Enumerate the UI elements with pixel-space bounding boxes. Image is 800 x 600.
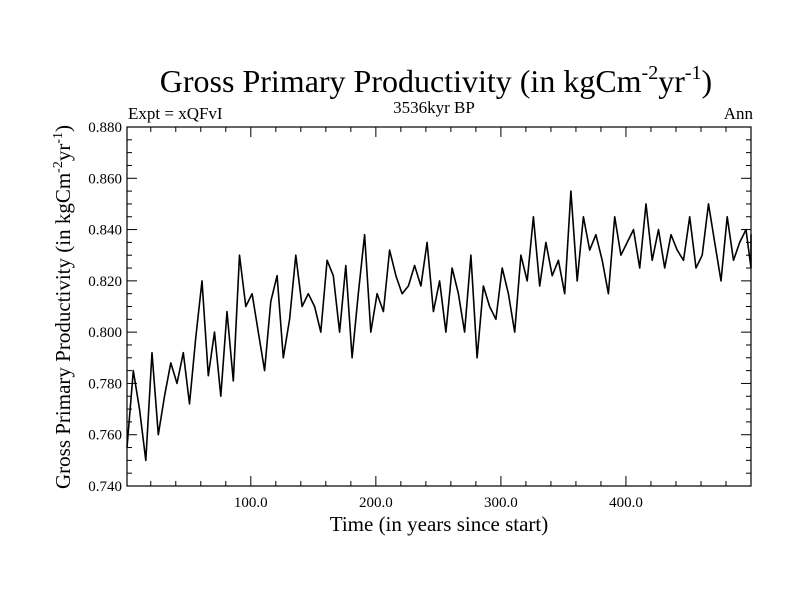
y-tick-labels: 0.740 0.760 0.780 0.800 0.820 0.840 0.860 0.880 xyxy=(88,120,122,495)
x-tick-labels: 100.0 200.0 300.0 400.0 xyxy=(234,495,643,511)
x-tick-label: 300.0 xyxy=(484,495,518,511)
axis-ticks xyxy=(127,126,751,487)
season-label: Ann xyxy=(724,104,754,123)
y-tick-label: 0.780 xyxy=(88,376,122,392)
y-axis-label: Gross Primary Productivity (in kgCm-2yr-… xyxy=(51,125,75,489)
y-tick-label: 0.880 xyxy=(88,120,122,136)
plot-frame xyxy=(126,126,752,487)
y-tick-label: 0.740 xyxy=(88,479,122,495)
x-tick-label: 400.0 xyxy=(609,495,643,511)
x-tick-label: 100.0 xyxy=(234,495,268,511)
y-tick-label: 0.840 xyxy=(88,223,122,239)
x-axis-label: Time (in years since start) xyxy=(330,512,549,536)
period-label: 3536kyr BP xyxy=(393,98,475,117)
gpp-series-line xyxy=(126,190,752,462)
y-tick-label: 0.760 xyxy=(88,428,122,444)
experiment-label: Expt = xQFvI xyxy=(128,104,223,123)
x-tick-label: 200.0 xyxy=(359,495,393,511)
chart-title: Gross Primary Productivity (in kgCm-2yr-… xyxy=(160,62,712,99)
y-tick-label: 0.820 xyxy=(88,274,122,290)
y-tick-label: 0.800 xyxy=(88,325,122,341)
y-tick-label: 0.860 xyxy=(88,171,122,187)
